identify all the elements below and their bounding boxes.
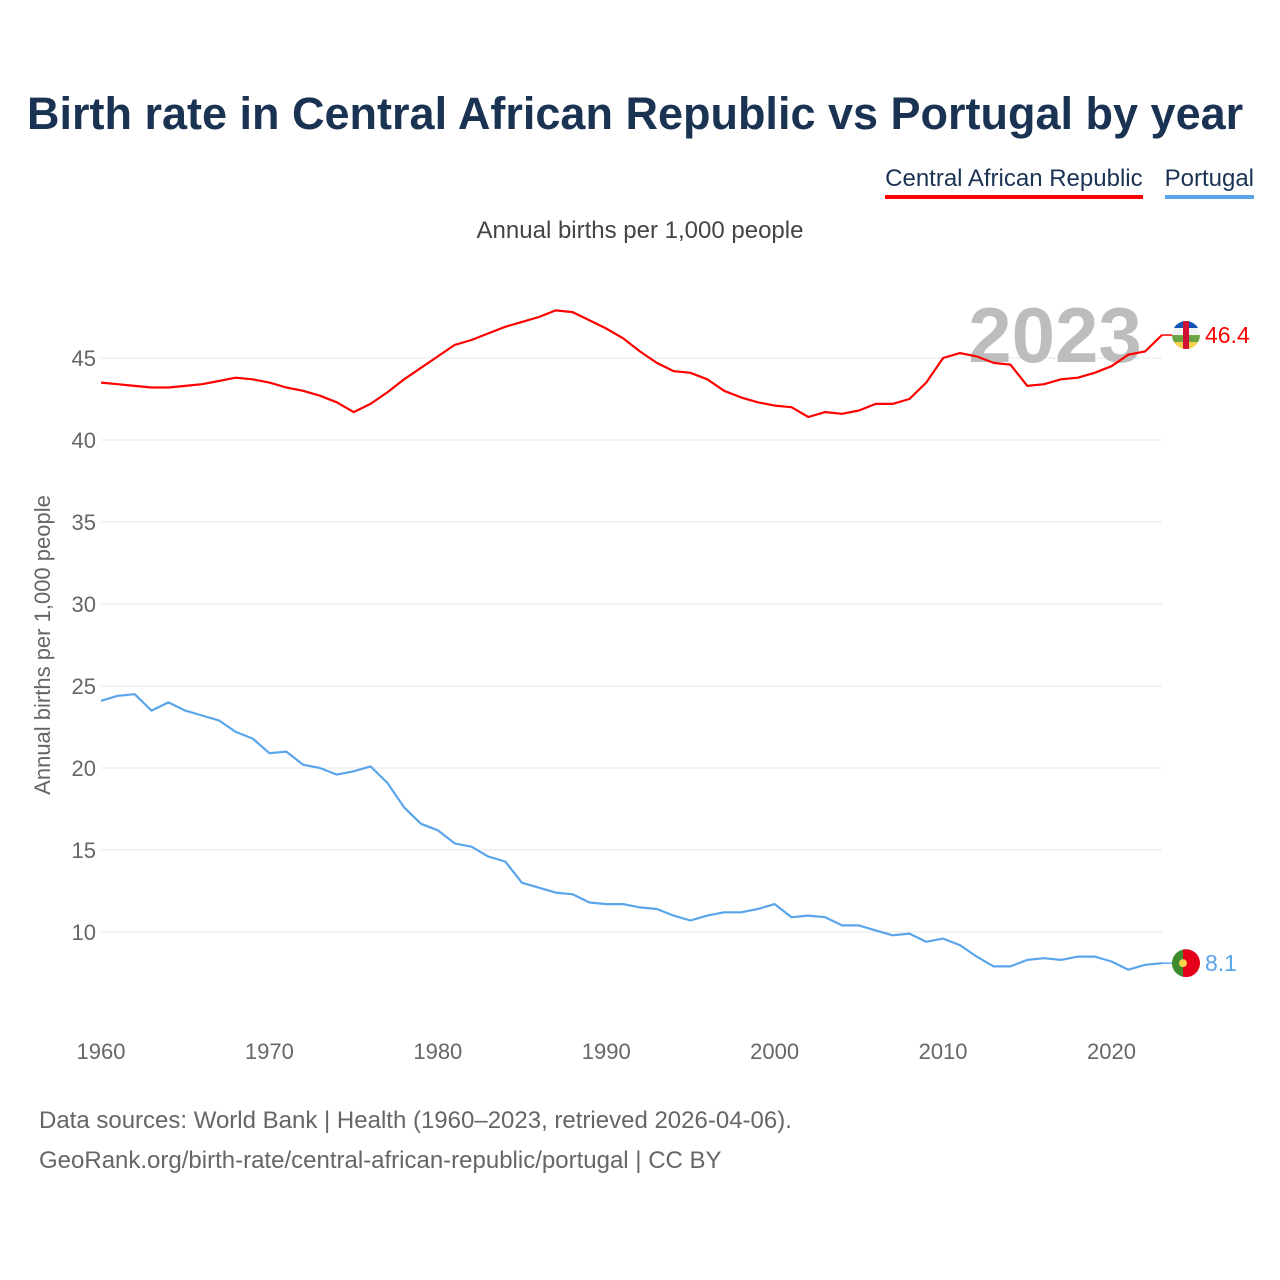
y-tick-label: 15	[72, 838, 96, 863]
chart-subtitle: Annual births per 1,000 people	[476, 217, 804, 244]
footer-sources: Data sources: World Bank | Health (1960–…	[39, 1107, 792, 1134]
x-tick-label: 1980	[413, 1039, 462, 1064]
legend-item-central-african-republic[interactable]: Central African Republic	[885, 165, 1143, 199]
y-tick-label: 40	[72, 428, 96, 453]
end-value-label: 8.1	[1205, 950, 1237, 976]
chart-title: Birth rate in Central African Republic v…	[27, 88, 1244, 139]
flag-emblem	[1179, 959, 1187, 968]
y-tick-label: 30	[72, 592, 96, 617]
x-tick-label: 2010	[919, 1039, 968, 1064]
x-tick-label: 1970	[245, 1039, 294, 1064]
y-tick-label: 25	[72, 674, 96, 699]
portugal-flag-icon	[1183, 949, 1200, 978]
series-line-portugal	[100, 693, 1163, 971]
legend-item-portugal[interactable]: Portugal	[1164, 165, 1254, 199]
x-tick-label: 1960	[77, 1039, 126, 1064]
footer-link[interactable]: GeoRank.org/birth-rate/central-african-r…	[39, 1147, 722, 1174]
year-overlay: 2023	[968, 291, 1142, 379]
y-tick-label: 35	[72, 510, 96, 535]
central-african-republic-flag-icon	[1183, 321, 1189, 350]
x-tick-label: 2000	[750, 1039, 799, 1064]
x-tick-label: 2020	[1087, 1039, 1136, 1064]
y-tick-label: 10	[72, 920, 96, 945]
legend: Central African Republic Portugal	[885, 165, 1254, 199]
x-tick-label: 1990	[582, 1039, 631, 1064]
series-line-central-african-republic	[100, 309, 1163, 419]
y-tick-label: 45	[72, 346, 96, 371]
y-tick-label: 20	[72, 756, 96, 781]
flag-stripe	[1172, 949, 1183, 978]
end-value-label: 46.4	[1205, 322, 1250, 348]
y-axis-label: Annual births per 1,000 people	[30, 495, 55, 795]
